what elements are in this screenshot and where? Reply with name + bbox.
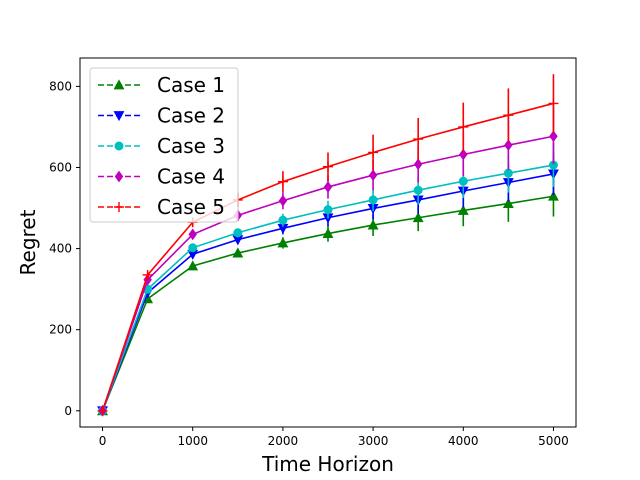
- x-tick-label: 0: [99, 434, 107, 448]
- legend-marker: [114, 202, 124, 212]
- legend-entry-2: Case 2: [98, 104, 225, 128]
- data-point: [504, 139, 513, 152]
- data-point: [502, 197, 514, 208]
- data-point: [367, 219, 379, 230]
- legend-marker: [113, 79, 125, 90]
- legend-marker: [113, 111, 125, 122]
- data-point: [323, 161, 333, 172]
- data-point: [187, 260, 199, 271]
- x-tick-label: 2000: [268, 434, 299, 448]
- y-tick-label: 200: [49, 323, 72, 337]
- y-axis-label: Regret: [16, 209, 40, 275]
- legend-label: Case 5: [157, 195, 225, 219]
- data-point: [457, 204, 469, 215]
- axis-ticks: 0 1000 2000 3000 4000 5000 0 200 400 600 800: [49, 79, 569, 448]
- data-point: [278, 194, 288, 207]
- legend-box: [89, 67, 239, 223]
- data-point: [142, 269, 153, 280]
- data-point: [412, 212, 424, 223]
- series-5: [97, 74, 559, 416]
- data-point: [233, 228, 243, 238]
- legend-marker: [114, 141, 124, 151]
- legend-label: Case 3: [157, 134, 225, 158]
- data-point: [368, 195, 378, 205]
- x-tick-label: 4000: [448, 434, 479, 448]
- data-point: [368, 147, 379, 158]
- y-tick-label: 400: [49, 242, 72, 256]
- data-point: [503, 168, 513, 178]
- data-point: [413, 134, 424, 145]
- legend-entry-1: Case 1: [98, 73, 225, 97]
- series-4: [98, 108, 558, 417]
- data-point: [232, 247, 244, 258]
- data-point: [368, 169, 378, 182]
- y-tick-label: 0: [64, 404, 72, 418]
- data-point: [548, 98, 559, 109]
- plot-layer: [97, 74, 559, 417]
- x-tick-label: 1000: [177, 434, 208, 448]
- data-point: [458, 176, 468, 186]
- data-point: [413, 185, 423, 195]
- legend-entry-5: Case 5: [98, 195, 225, 219]
- data-point: [322, 227, 334, 238]
- data-point: [323, 205, 333, 215]
- data-point: [413, 158, 423, 171]
- y-tick-label: 600: [49, 160, 72, 174]
- legend: Case 1 Case 2 Case 3 Case 4 Case 5: [89, 67, 239, 223]
- x-tick-label: 3000: [358, 434, 389, 448]
- legend-label: Case 2: [157, 104, 225, 128]
- data-point: [458, 121, 469, 132]
- data-point: [277, 237, 289, 248]
- legend-label: Case 1: [157, 73, 225, 97]
- data-point: [188, 228, 197, 241]
- x-tick-label: 5000: [538, 434, 569, 448]
- data-point: [97, 405, 108, 416]
- x-axis-label: Time Horizon: [261, 452, 394, 476]
- data-point: [548, 190, 559, 201]
- data-point: [278, 215, 288, 225]
- legend-marker: [114, 170, 124, 183]
- data-point: [277, 176, 288, 187]
- data-point: [323, 181, 333, 193]
- legend-label: Case 4: [157, 165, 225, 189]
- data-point: [459, 148, 468, 161]
- data-point: [503, 110, 514, 121]
- legend-entry-3: Case 3: [98, 134, 225, 158]
- legend-entry-4: Case 4: [98, 165, 225, 189]
- y-tick-label: 800: [49, 79, 72, 93]
- plot-frame: [79, 57, 577, 428]
- data-point: [549, 130, 558, 143]
- data-point: [188, 243, 198, 253]
